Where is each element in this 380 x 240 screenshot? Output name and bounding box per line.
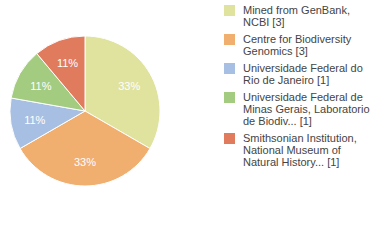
data-label: 33% [74,156,96,168]
legend-swatch [224,92,235,103]
legend-entry: Universidade Federal do Rio de Janeiro [… [224,62,374,86]
data-label: 33% [118,80,140,92]
legend-entry: Centre for Biodiversity Genomics [3] [224,33,374,57]
legend-swatch [224,133,235,144]
legend-label: Smithsonian Institution, National Museum… [243,132,371,168]
legend-swatch [224,5,235,16]
legend-entry: Smithsonian Institution, National Museum… [224,132,374,168]
legend-entry: Mined from GenBank, NCBI [3] [224,4,374,28]
legend-label: Centre for Biodiversity Genomics [3] [243,33,371,57]
data-label: 11% [24,114,45,126]
data-labels: 33% 33% 11% 11% 11% [24,57,140,168]
legend: Mined from GenBank, NCBI [3] Centre for B… [224,4,374,168]
legend-label: Universidade Federal do Rio de Janeiro [… [243,62,371,86]
legend-swatch [224,34,235,45]
pie-slice [37,36,85,111]
legend-swatch [224,63,235,74]
data-label: 11% [30,80,51,92]
legend-label: Mined from GenBank, NCBI [3] [243,4,371,28]
page: {"chart_data": {"type": "pie", "categori… [0,0,380,240]
legend-entry: Universidade Federal de Minas Gerais, La… [224,91,374,127]
slices [10,36,160,186]
data-label: 11% [57,57,78,69]
pie-slice [20,111,150,186]
legend-label: Universidade Federal de Minas Gerais, La… [243,91,371,127]
